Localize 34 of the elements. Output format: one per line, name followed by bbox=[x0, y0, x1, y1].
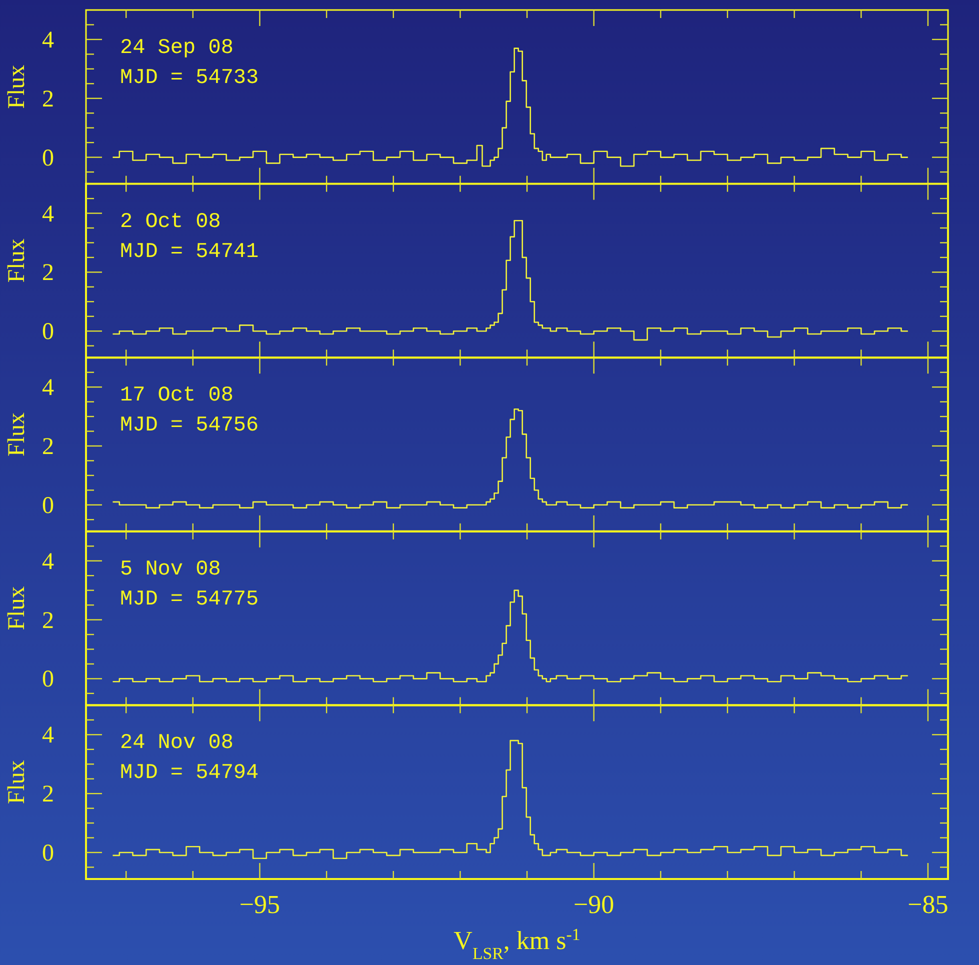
annotation: 5 Nov 08 bbox=[120, 558, 221, 582]
annotation: MJD = 54775 bbox=[120, 588, 259, 612]
y-axis-title: Flux bbox=[4, 64, 30, 109]
y-tick-label: 2 bbox=[42, 260, 54, 286]
y-tick-label: 0 bbox=[42, 840, 54, 866]
y-axis-title: Flux bbox=[4, 238, 30, 283]
y-tick-label: 0 bbox=[42, 666, 54, 693]
x-tick-label: −90 bbox=[574, 890, 614, 919]
x-tick-label: −95 bbox=[239, 890, 280, 919]
annotation: 17 Oct 08 bbox=[120, 384, 234, 408]
annotation: 24 Sep 08 bbox=[120, 37, 234, 60]
y-tick-label: 4 bbox=[42, 375, 54, 402]
x-tick-label: −85 bbox=[908, 890, 948, 919]
y-tick-label: 0 bbox=[42, 145, 54, 172]
annotation: 24 Nov 08 bbox=[120, 732, 234, 756]
y-tick-label: 4 bbox=[42, 548, 54, 575]
x-axis-title: V$_{LSR}$, km s$^{-1}$ bbox=[454, 924, 580, 962]
y-tick-label: 0 bbox=[42, 492, 54, 519]
annotation: MJD = 54733 bbox=[120, 67, 259, 90]
y-tick-label: 2 bbox=[42, 86, 54, 112]
annotation: MJD = 54741 bbox=[120, 240, 259, 264]
y-tick-label: 0 bbox=[42, 319, 54, 346]
y-axis-title: Flux bbox=[4, 760, 30, 804]
y-axis-title: Flux bbox=[4, 586, 30, 630]
y-tick-label: 2 bbox=[42, 434, 54, 460]
y-tick-label: 2 bbox=[42, 608, 54, 634]
y-tick-label: 2 bbox=[42, 782, 54, 808]
annotation: MJD = 54756 bbox=[120, 414, 259, 438]
y-tick-label: 4 bbox=[42, 201, 54, 228]
y-tick-label: 4 bbox=[42, 27, 54, 54]
y-axis-title: Flux bbox=[4, 412, 30, 457]
annotation: 2 Oct 08 bbox=[120, 210, 221, 234]
y-tick-label: 4 bbox=[42, 722, 54, 749]
annotation: MJD = 54794 bbox=[120, 762, 259, 786]
